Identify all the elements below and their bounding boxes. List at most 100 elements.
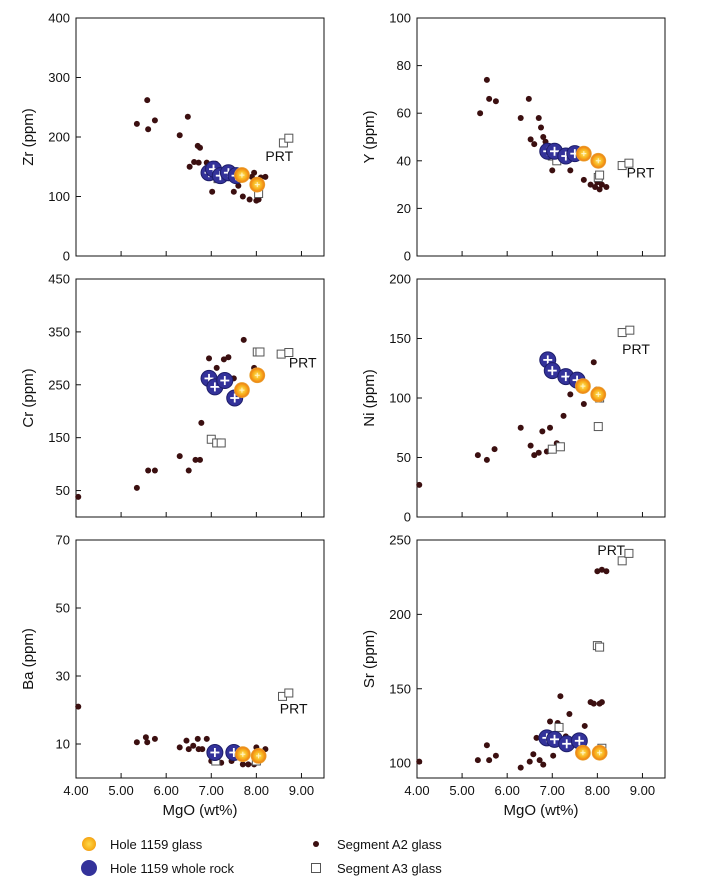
- legend-item-a3: Segment A3 glass: [305, 858, 442, 878]
- point-whole-rock: [543, 362, 561, 380]
- point-segment-a2: [477, 110, 484, 117]
- point-segment-a3: [624, 548, 634, 558]
- x-tick-label: 4.00: [404, 783, 429, 798]
- point-segment-a2: [549, 167, 556, 174]
- point-segment-a2: [184, 113, 191, 120]
- point-segment-a3: [276, 349, 286, 359]
- point-segment-a2: [75, 703, 82, 710]
- point-segment-a2: [598, 566, 605, 573]
- point-segment-a2: [239, 761, 246, 768]
- y-axis-title: Y (ppm): [361, 110, 378, 163]
- point-segment-a2: [492, 98, 499, 105]
- point-segment-a2: [151, 735, 158, 742]
- point-segment-a2: [592, 183, 599, 190]
- point-segment-a3: [284, 348, 294, 358]
- point-segment-a2: [133, 739, 140, 746]
- x-tick-label: 5.00: [449, 783, 474, 798]
- point-hole-glass: [575, 145, 592, 162]
- point-hole-glass: [234, 746, 251, 763]
- y-axis-title: Ba (ppm): [20, 628, 37, 690]
- point-segment-a2: [517, 424, 524, 431]
- point-segment-a2: [517, 764, 524, 771]
- point-segment-a2: [203, 735, 210, 742]
- point-segment-a2: [590, 700, 597, 707]
- point-segment-a2: [557, 693, 564, 700]
- point-segment-a2: [235, 182, 242, 189]
- x-tick-label: 7.00: [199, 783, 224, 798]
- point-segment-a2: [594, 568, 601, 575]
- legend-label-glass: Hole 1159 glass: [110, 836, 203, 852]
- whole-rock-marker-icon: [78, 858, 100, 878]
- point-segment-a2: [539, 428, 546, 435]
- panel-ba: 10 30 50 70 4.00 5.00 6.00 7.00 8.00 9.00 Ba (ppm)…: [20, 533, 325, 819]
- point-whole-rock: [206, 378, 224, 396]
- point-segment-a2: [416, 758, 423, 765]
- y-tick-label: 350: [48, 324, 70, 339]
- point-hole-glass: [249, 367, 266, 384]
- y-tick-label: 250: [48, 377, 70, 392]
- legend-label-a3: Segment A3 glass: [337, 860, 442, 876]
- segment-a2-marker-icon: [305, 834, 327, 854]
- point-segment-a2: [225, 354, 232, 361]
- point-segment-a2: [547, 718, 554, 725]
- point-segment-a3: [555, 442, 565, 452]
- point-segment-a2: [526, 758, 533, 765]
- point-segment-a2: [596, 186, 603, 193]
- legend-label-rock: Hole 1159 whole rock: [110, 860, 235, 876]
- point-segment-a3: [284, 688, 294, 698]
- y-tick-label: 300: [48, 70, 70, 85]
- legend: Hole 1159 glass Hole 1159 whole rock Seg…: [0, 828, 701, 888]
- point-segment-a2: [145, 126, 152, 133]
- point-segment-a2: [538, 124, 544, 131]
- y-tick-label: 0: [404, 249, 411, 264]
- y-axis-title: Cr (ppm): [20, 368, 37, 427]
- point-hole-glass: [591, 744, 608, 761]
- annotation-label: PRT: [622, 341, 650, 357]
- point-segment-a3: [624, 158, 634, 168]
- point-segment-a2: [245, 761, 252, 768]
- point-hole-glass: [575, 378, 591, 395]
- point-segment-a2: [567, 167, 574, 174]
- point-segment-a2: [176, 132, 183, 139]
- point-segment-a2: [262, 173, 269, 180]
- plot-frame: [416, 17, 666, 257]
- point-segment-a2: [535, 449, 542, 456]
- point-segment-a2: [527, 136, 534, 143]
- point-segment-a3: [554, 722, 564, 732]
- annotation-label: PRT: [289, 354, 317, 370]
- segment-a3-marker-icon: [305, 858, 327, 878]
- legend-item-a2: Segment A2 glass: [305, 834, 442, 854]
- y-tick-label: 150: [389, 681, 411, 696]
- plot-frame: [75, 278, 325, 518]
- point-segment-a2: [530, 751, 537, 758]
- point-segment-a2: [547, 424, 554, 431]
- point-segment-a2: [176, 453, 183, 460]
- point-segment-a3: [255, 347, 265, 357]
- point-segment-a2: [492, 752, 499, 759]
- point-segment-a2: [483, 456, 490, 463]
- panel-y: 0 20 40 60 80 100 Y (ppm) PRT: [361, 11, 666, 264]
- point-segment-a2: [213, 364, 220, 371]
- x-tick-label: 5.00: [108, 783, 133, 798]
- x-tick-label: 8.00: [244, 783, 269, 798]
- y-tick-label: 100: [389, 391, 411, 406]
- point-segment-a3: [216, 438, 226, 448]
- y-tick-label: 200: [389, 272, 411, 287]
- point-segment-a2: [176, 744, 183, 751]
- legend-item-rock: Hole 1159 whole rock: [78, 858, 234, 878]
- point-segment-a2: [474, 757, 481, 764]
- point-segment-a2: [191, 158, 198, 165]
- y-tick-label: 100: [389, 11, 411, 26]
- point-segment-a2: [144, 97, 151, 104]
- point-segment-a2: [206, 355, 213, 362]
- point-segment-a2: [603, 568, 610, 575]
- point-segment-a2: [567, 391, 574, 398]
- point-segment-a2: [540, 134, 547, 140]
- point-segment-a2: [151, 117, 158, 124]
- point-segment-a2: [491, 446, 498, 453]
- point-segment-a2: [590, 359, 597, 366]
- point-segment-a3: [617, 328, 627, 338]
- point-segment-a2: [133, 484, 140, 491]
- point-whole-rock: [206, 744, 224, 761]
- annotation-label: PRT: [280, 700, 308, 716]
